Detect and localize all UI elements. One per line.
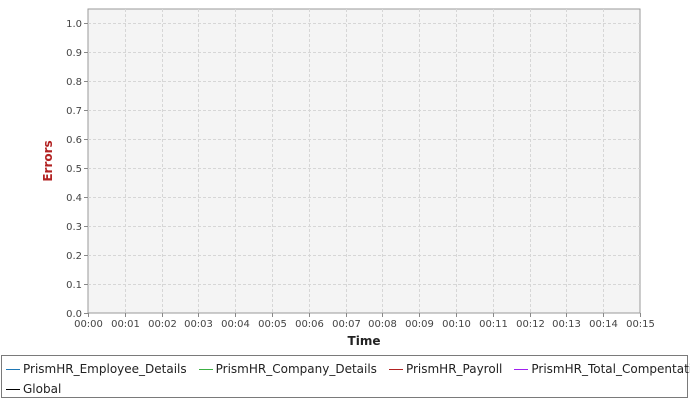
x-tick-label: 00:10 <box>442 319 471 330</box>
x-tick-label: 00:00 <box>74 319 103 330</box>
x-tick-label: 00:08 <box>368 319 397 330</box>
legend-label-employee-details: PrismHR_Employee_Details <box>23 362 187 376</box>
x-tick-label: 00:15 <box>626 319 655 330</box>
x-tick-label: 00:01 <box>111 319 140 330</box>
y-tick-label: 0.9 <box>66 48 82 59</box>
x-tick-label: 00:02 <box>148 319 177 330</box>
y-tick-label: 1.0 <box>66 19 82 30</box>
legend-row-2: Global <box>2 379 73 399</box>
x-tick-label: 00:06 <box>295 319 324 330</box>
legend-swatch-company-details <box>198 368 213 370</box>
legend-swatch-payroll <box>388 368 403 370</box>
plot-area <box>87 8 641 314</box>
x-tick-label: 00:07 <box>332 319 361 330</box>
x-tick-label: 00:09 <box>405 319 434 330</box>
y-tick-label: 0.7 <box>66 106 82 117</box>
x-tick-label: 00:12 <box>516 319 545 330</box>
x-tick-label: 00:14 <box>589 319 618 330</box>
x-tick-label: 00:04 <box>221 319 250 330</box>
errors-chart: 0.0 0.1 0.2 0.3 0.4 0.5 0.6 0.7 0.8 0.9 1.0 00:00 00… <box>41 8 655 348</box>
legend-swatch-total-compentation <box>514 368 529 370</box>
legend-item-employee-details: PrismHR_Employee_Details <box>6 362 187 376</box>
y-tick-label: 0.6 <box>66 135 82 146</box>
legend-label-payroll: PrismHR_Payroll <box>405 362 503 376</box>
legend-swatch-employee-details <box>6 368 20 370</box>
legend-row-1: PrismHR_Employee_Details PrismHR_Company… <box>2 359 690 379</box>
y-axis-title: Errors <box>41 140 55 181</box>
x-tick-label: 00:03 <box>184 319 213 330</box>
y-tick-label: 0.4 <box>66 193 82 204</box>
legend-label-global: Global <box>23 382 62 396</box>
y-tick-label: 0.1 <box>66 280 82 291</box>
x-tick-label: 00:05 <box>258 319 287 330</box>
x-axis-title: Time <box>348 334 381 348</box>
x-tick-label: 00:13 <box>552 319 581 330</box>
legend-swatch-global <box>6 388 20 390</box>
x-tick-label: 00:11 <box>479 319 508 330</box>
y-tick-label: 0.3 <box>66 222 82 233</box>
y-tick-label: 0.0 <box>66 309 82 320</box>
legend-label-total-compentation: PrismHR_Total_Compentation <box>531 362 690 376</box>
chart-legend: PrismHR_Employee_Details PrismHR_Company… <box>1 355 690 399</box>
legend-item-total-compentation: PrismHR_Total_Compentation <box>514 362 690 376</box>
y-tick-label: 0.2 <box>66 251 82 262</box>
legend-item-company-details: PrismHR_Company_Details <box>198 362 377 376</box>
legend-label-company-details: PrismHR_Company_Details <box>215 362 377 376</box>
legend-item-payroll: PrismHR_Payroll <box>388 362 503 376</box>
y-tick-label: 0.5 <box>66 164 82 175</box>
legend-item-global: Global <box>6 382 61 396</box>
y-tick-label: 0.8 <box>66 77 82 88</box>
